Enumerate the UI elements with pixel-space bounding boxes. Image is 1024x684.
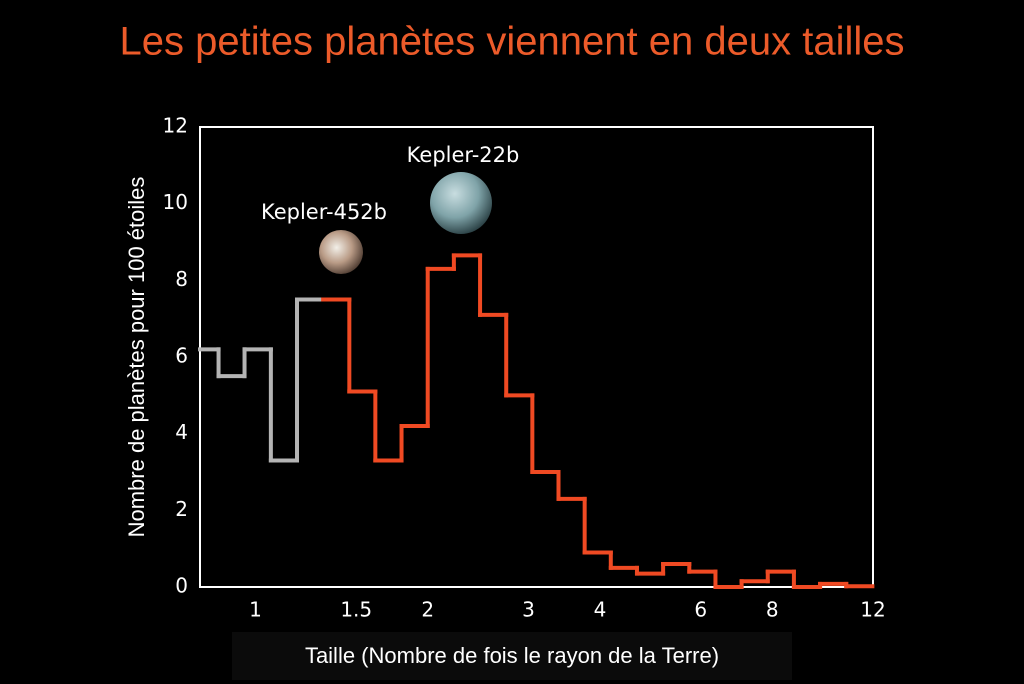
x-tick-label: 12 — [860, 598, 885, 622]
chart-title: Les petites planètes viennent en deux ta… — [120, 20, 905, 64]
x-tick-label: 1.5 — [340, 598, 372, 622]
x-tick-label: 4 — [594, 598, 607, 622]
annotation: Kepler-22b — [407, 143, 520, 167]
y-axis-label: Nombre de planètes pour 100 étoiles — [124, 177, 149, 538]
x-axis-label: Taille (Nombre de fois le rayon de la Te… — [305, 643, 719, 668]
x-tick-label: 6 — [694, 598, 707, 622]
y-tick-label: 6 — [175, 344, 188, 368]
x-tick-label: 2 — [421, 598, 434, 622]
y-tick-label: 10 — [163, 190, 188, 214]
planet-kepler-452b — [319, 230, 363, 274]
y-tick-label: 12 — [163, 114, 188, 138]
plot-frame — [199, 126, 874, 588]
x-tick-label: 3 — [522, 598, 535, 622]
planet-kepler-22b — [430, 172, 492, 234]
y-tick-label: 2 — [175, 497, 188, 521]
y-tick-label: 8 — [175, 267, 188, 291]
annotation: Kepler-452b — [261, 200, 387, 224]
x-tick-label: 1 — [249, 598, 262, 622]
y-tick-label: 4 — [175, 420, 188, 444]
y-tick-label: 0 — [175, 574, 188, 598]
x-tick-label: 8 — [766, 598, 779, 622]
x-label-box — [232, 632, 792, 680]
